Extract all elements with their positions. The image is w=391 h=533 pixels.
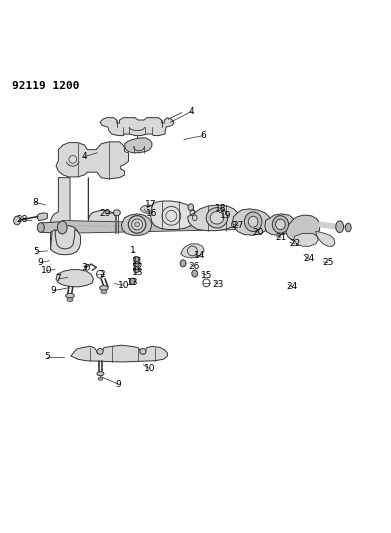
Ellipse shape	[206, 208, 228, 228]
Ellipse shape	[248, 216, 258, 227]
Text: 27: 27	[233, 221, 244, 230]
Ellipse shape	[14, 216, 21, 225]
Polygon shape	[50, 225, 78, 253]
Ellipse shape	[140, 349, 146, 354]
Text: 10: 10	[41, 266, 52, 275]
Text: 13: 13	[132, 268, 143, 277]
Polygon shape	[50, 177, 70, 228]
Text: 10: 10	[118, 281, 129, 290]
Polygon shape	[40, 222, 62, 233]
Text: 20: 20	[252, 228, 264, 237]
Text: 24: 24	[287, 282, 298, 291]
Ellipse shape	[188, 204, 194, 211]
Ellipse shape	[97, 372, 104, 376]
Ellipse shape	[101, 290, 107, 294]
Polygon shape	[140, 205, 154, 214]
Polygon shape	[100, 118, 174, 135]
Ellipse shape	[37, 223, 44, 232]
Ellipse shape	[134, 261, 139, 268]
Text: 11: 11	[132, 257, 143, 266]
Polygon shape	[181, 244, 204, 258]
Ellipse shape	[57, 221, 67, 234]
Text: 10: 10	[144, 364, 155, 373]
Polygon shape	[151, 201, 196, 230]
Text: 24: 24	[303, 254, 314, 263]
Text: 19: 19	[220, 212, 231, 220]
Text: 16: 16	[146, 209, 158, 219]
Polygon shape	[188, 205, 239, 231]
Text: 7: 7	[56, 274, 61, 284]
Text: 8: 8	[32, 198, 38, 207]
Polygon shape	[36, 213, 47, 221]
Polygon shape	[50, 230, 81, 255]
Ellipse shape	[113, 210, 120, 216]
Ellipse shape	[66, 293, 74, 298]
Polygon shape	[56, 142, 129, 179]
Polygon shape	[233, 209, 270, 236]
Text: 13: 13	[127, 278, 139, 287]
Text: 5: 5	[44, 352, 50, 361]
Text: 28: 28	[16, 215, 28, 224]
Text: 12: 12	[132, 263, 143, 272]
Polygon shape	[286, 215, 320, 243]
Polygon shape	[316, 231, 335, 246]
Text: 4: 4	[82, 152, 87, 161]
Ellipse shape	[210, 212, 224, 224]
Polygon shape	[88, 177, 117, 231]
Ellipse shape	[100, 286, 108, 290]
Polygon shape	[122, 214, 152, 236]
Polygon shape	[71, 345, 167, 362]
Text: 3: 3	[82, 263, 87, 272]
Ellipse shape	[276, 219, 285, 230]
Ellipse shape	[67, 297, 73, 302]
Ellipse shape	[134, 256, 139, 263]
Ellipse shape	[135, 222, 140, 227]
Ellipse shape	[244, 212, 262, 231]
Ellipse shape	[272, 216, 289, 233]
Ellipse shape	[132, 219, 142, 230]
Polygon shape	[56, 270, 93, 287]
Text: 2: 2	[99, 270, 105, 279]
Polygon shape	[265, 214, 295, 236]
Text: 9: 9	[38, 258, 43, 267]
Text: 21: 21	[276, 233, 287, 242]
Ellipse shape	[180, 260, 186, 267]
Ellipse shape	[345, 223, 351, 232]
Text: 15: 15	[201, 271, 212, 280]
Ellipse shape	[134, 266, 139, 273]
Text: 29: 29	[99, 209, 111, 219]
Text: 17: 17	[145, 200, 156, 209]
Ellipse shape	[97, 349, 103, 354]
Text: 1: 1	[130, 246, 136, 255]
Text: 92119 1200: 92119 1200	[13, 82, 80, 92]
Text: 25: 25	[322, 258, 334, 267]
Text: 9: 9	[50, 286, 56, 295]
Text: 18: 18	[215, 204, 226, 213]
Text: 9: 9	[115, 379, 121, 389]
Text: 23: 23	[212, 279, 224, 288]
Text: 4: 4	[189, 107, 194, 116]
Polygon shape	[294, 233, 318, 246]
Ellipse shape	[98, 377, 103, 380]
Ellipse shape	[192, 270, 197, 277]
Polygon shape	[125, 138, 152, 153]
Ellipse shape	[130, 278, 135, 285]
Text: 5: 5	[34, 247, 39, 256]
Text: 6: 6	[201, 131, 206, 140]
Text: 26: 26	[188, 262, 199, 271]
Polygon shape	[62, 221, 242, 233]
Ellipse shape	[336, 221, 344, 232]
Text: 22: 22	[289, 239, 300, 248]
Text: 14: 14	[194, 251, 205, 260]
